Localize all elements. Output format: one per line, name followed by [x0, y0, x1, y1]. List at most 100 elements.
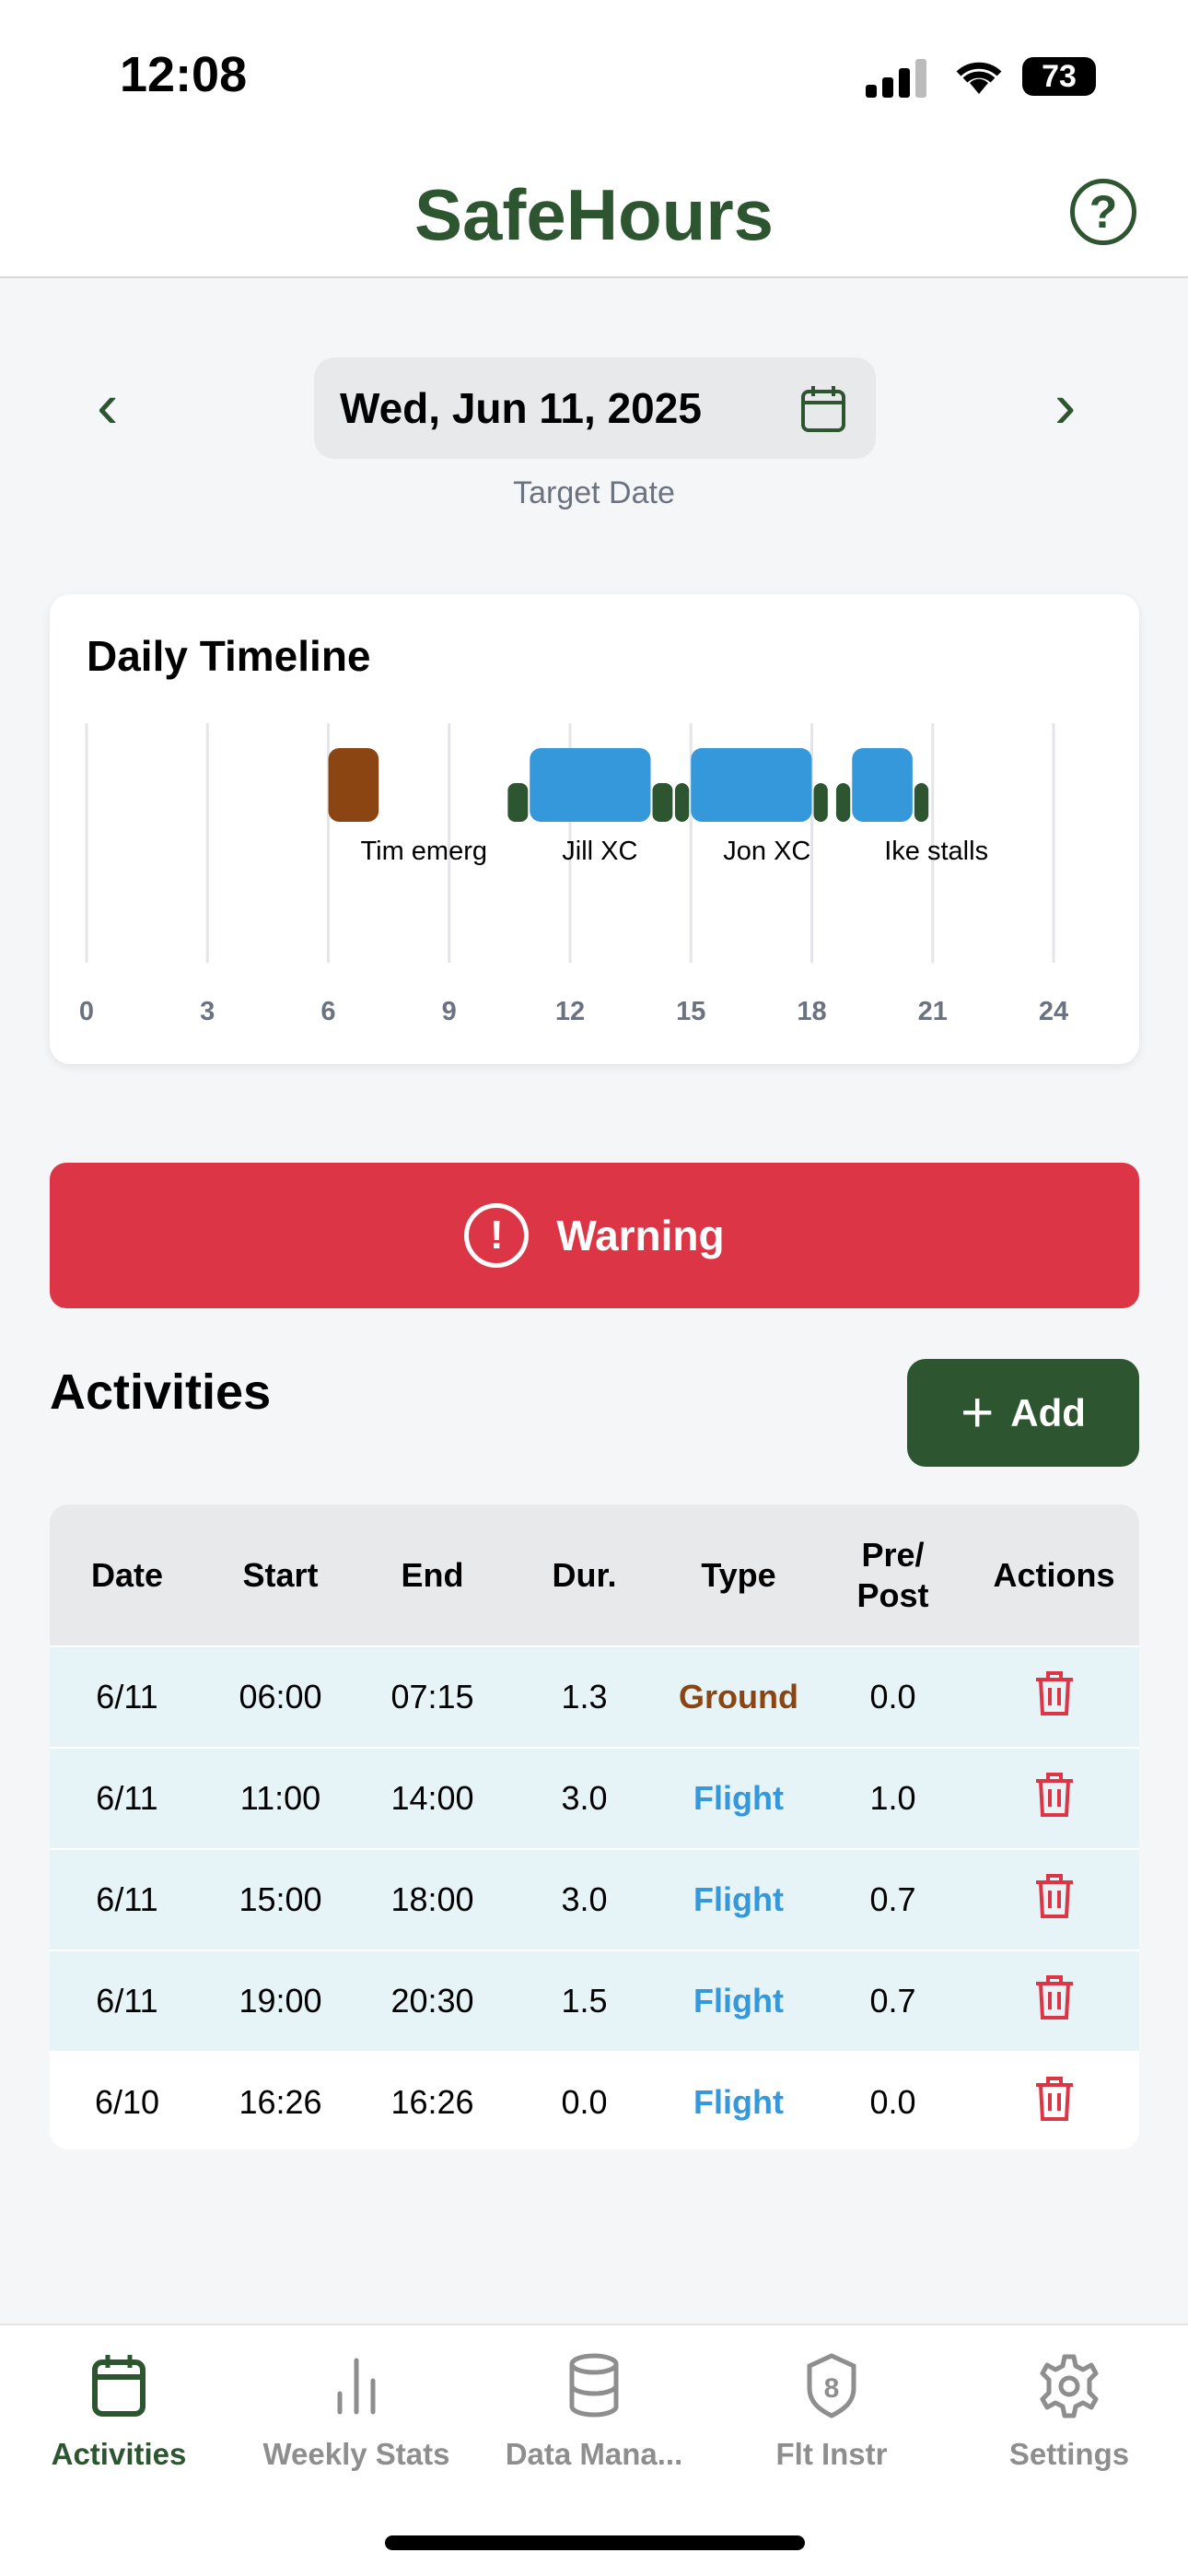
col-date: Date — [90, 1555, 164, 1594]
calendar-icon — [801, 386, 845, 432]
cell-start: 15:00 — [239, 1880, 322, 1918]
table-row: 6/10 16:26 16:26 0.0 Flight 0.0 — [50, 2053, 1139, 2149]
cell-type: Flight — [693, 1880, 784, 1918]
trash-icon — [1035, 1670, 1073, 1715]
question-circle-icon[interactable]: ? — [1070, 179, 1136, 245]
col-prepost: Pre/ Post — [856, 1535, 929, 1614]
delete-button[interactable] — [969, 2076, 1139, 2130]
tab-data-mana-[interactable]: Data Mana... — [475, 2353, 713, 2472]
cell-date: 6/11 — [96, 1982, 158, 2020]
cell-type: Ground — [679, 1678, 798, 1715]
cell-end: 20:30 — [390, 1982, 474, 2020]
tab-settings[interactable]: Settings — [950, 2353, 1188, 2472]
home-indicator — [385, 2535, 805, 2550]
table-header: Date Start End Dur. Type Pre/ Post Actio… — [50, 1505, 1139, 1647]
col-type: Type — [701, 1555, 776, 1594]
cell-end: 18:00 — [390, 1880, 474, 1918]
cell-start: 11:00 — [239, 1779, 321, 1817]
cell-duration: 1.3 — [561, 1678, 608, 1715]
cell-duration: 3.0 — [561, 1779, 608, 1817]
cell-prepost: 0.0 — [869, 1678, 916, 1715]
activity-label: Ike stalls — [884, 837, 988, 866]
chevron-right-icon: › — [1054, 369, 1077, 441]
pre-flight-bar — [835, 783, 851, 822]
cell-date: 6/11 — [96, 1779, 158, 1817]
delete-button[interactable] — [969, 1772, 1139, 1826]
calendar-icon — [92, 2355, 146, 2417]
x-tick-label: 3 — [200, 997, 215, 1026]
database-icon — [569, 2353, 619, 2418]
cell-date: 6/11 — [96, 1880, 158, 1918]
activity-bar — [852, 748, 913, 822]
plus-icon: + — [961, 1381, 995, 1445]
cell-prepost: 0.7 — [869, 1982, 916, 2020]
cell-end: 16:26 — [390, 2083, 474, 2121]
x-tick-label: 24 — [1039, 997, 1068, 1026]
tab-weekly-stats[interactable]: Weekly Stats — [238, 2353, 475, 2472]
timeline-chart: 0 3 6 9 12 15 18 21 24 Tim emerg Jill XC Jon XC Ike … — [79, 723, 1068, 1026]
activity-label: Jill XC — [562, 837, 637, 866]
trash-icon — [1035, 1873, 1073, 1918]
cell-start: 16:26 — [239, 2083, 322, 2121]
app-header: SafeHours ? — [0, 138, 1188, 278]
warning-button[interactable]: ! Warning — [50, 1163, 1139, 1308]
tab-flt-instr[interactable]: 8 Flt Instr — [713, 2353, 950, 2472]
cell-date: 6/11 — [96, 1678, 158, 1715]
cell-duration: 1.5 — [561, 1982, 608, 2020]
next-date-button[interactable]: › — [1054, 369, 1076, 442]
table-row: 6/11 11:00 14:00 3.0 Flight 1.0 — [50, 1749, 1139, 1850]
table-row: 6/11 15:00 18:00 3.0 Flight 0.7 — [50, 1850, 1139, 1951]
x-tick-label: 9 — [442, 997, 457, 1026]
warning-label: Warning — [556, 1212, 725, 1259]
activity-bar — [328, 748, 379, 822]
x-tick-label: 0 — [79, 997, 94, 1026]
cell-end: 14:00 — [390, 1779, 474, 1817]
shield-8-icon: 8 — [807, 2353, 856, 2418]
post-flight-bar — [813, 783, 828, 822]
x-tick-label: 21 — [918, 997, 948, 1026]
battery-indicator: 73 — [1022, 57, 1096, 96]
delete-button[interactable] — [969, 1873, 1139, 1927]
add-activity-button[interactable]: + Add — [907, 1359, 1139, 1467]
delete-button[interactable] — [969, 1670, 1139, 1725]
signal-icon — [866, 59, 926, 98]
tab-label: Flt Instr — [775, 2437, 888, 2471]
tab-label: Data Mana... — [505, 2437, 683, 2471]
cell-prepost: 0.7 — [869, 1880, 916, 1918]
trash-icon — [1035, 2076, 1073, 2121]
bar-chart-icon — [337, 2358, 376, 2415]
exclamation-circle-icon: ! — [464, 1203, 530, 1268]
gear-icon — [1040, 2354, 1099, 2418]
cell-type: Flight — [693, 1779, 784, 1817]
trash-icon — [1035, 1974, 1073, 2020]
daily-timeline-card: Daily Timeline 0 3 6 9 12 15 18 21 24 Tim emerg Ji… — [50, 594, 1139, 1064]
activity-bar — [691, 748, 812, 822]
add-label: Add — [1010, 1390, 1086, 1434]
activity-label: Jon XC — [723, 837, 810, 866]
col-start: Start — [242, 1555, 319, 1594]
status-time: 12:08 — [120, 47, 248, 102]
col-end: End — [401, 1555, 464, 1594]
activity-label: Tim emerg — [361, 837, 488, 866]
col-actions: Actions — [993, 1555, 1115, 1594]
tab-activities[interactable]: Activities — [0, 2353, 238, 2472]
post-flight-bar — [914, 783, 929, 822]
x-tick-label: 6 — [320, 997, 335, 1026]
pre-flight-bar — [674, 783, 690, 822]
status-bar: 12:08 73 — [0, 0, 1188, 157]
activities-title: Activities — [50, 1364, 272, 1420]
pre-flight-bar — [507, 783, 529, 822]
date-text: Wed, Jun 11, 2025 — [340, 384, 702, 432]
cell-end: 07:15 — [390, 1678, 474, 1715]
cell-date: 6/10 — [94, 2083, 160, 2121]
delete-button[interactable] — [969, 1974, 1139, 2029]
timeline-title: Daily Timeline — [87, 632, 371, 680]
prev-date-button[interactable]: ‹ — [97, 369, 118, 442]
cell-prepost: 1.0 — [869, 1779, 916, 1817]
table-row: 6/11 06:00 07:15 1.3 Ground 0.0 — [50, 1647, 1139, 1749]
date-picker[interactable]: Wed, Jun 11, 2025 — [314, 357, 876, 459]
cell-start: 19:00 — [239, 1982, 322, 2020]
activity-bar — [530, 748, 651, 822]
x-tick-label: 18 — [797, 997, 826, 1026]
cell-duration: 0.0 — [561, 2083, 608, 2121]
